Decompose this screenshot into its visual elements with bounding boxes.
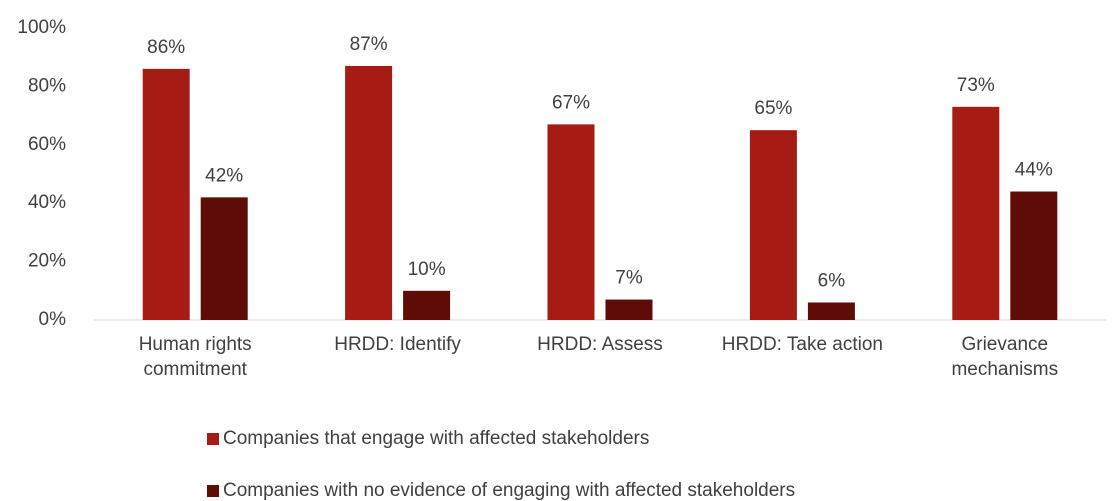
bar xyxy=(547,124,595,320)
legend-entry: Companies that engage with affected stak… xyxy=(207,428,649,450)
x-tick-label: Human rights commitment xyxy=(138,334,252,380)
legend-label: Companies that engage with affected stak… xyxy=(223,428,650,449)
x-tick-label: HRDD: Assess xyxy=(537,334,663,355)
legend-swatch xyxy=(207,433,219,445)
y-tick-label: 60% xyxy=(28,134,66,155)
data-label: 86% xyxy=(147,37,185,58)
data-label: 67% xyxy=(552,92,590,113)
data-label: 65% xyxy=(754,98,792,119)
data-label: 6% xyxy=(818,270,846,291)
data-label: 87% xyxy=(350,34,388,55)
x-tick-label: Grievance mechanisms xyxy=(951,334,1059,380)
bar xyxy=(605,299,653,320)
legend-entry: Companies with no evidence of engaging w… xyxy=(207,480,795,501)
y-tick-label: 100% xyxy=(17,17,66,38)
y-tick-label: 80% xyxy=(28,75,66,96)
bar xyxy=(142,68,190,320)
data-label: 10% xyxy=(408,259,446,280)
bar xyxy=(200,197,248,320)
data-label: 73% xyxy=(957,75,995,96)
x-tick-label: HRDD: Take action xyxy=(721,334,883,355)
y-tick-label: 40% xyxy=(28,192,66,213)
legend-swatch xyxy=(207,485,219,497)
x-tick-label: HRDD: Identify xyxy=(334,334,461,355)
data-label: 44% xyxy=(1015,160,1053,181)
bar xyxy=(749,130,797,320)
data-label: 42% xyxy=(205,165,243,186)
bar xyxy=(403,290,451,320)
bar xyxy=(807,302,855,320)
legend-label: Companies with no evidence of engaging w… xyxy=(223,480,796,501)
bar xyxy=(345,65,393,321)
y-tick-label: 0% xyxy=(39,309,67,330)
data-label: 7% xyxy=(615,268,643,289)
bar xyxy=(952,106,1000,320)
bar xyxy=(1010,191,1058,320)
y-tick-label: 20% xyxy=(28,251,66,272)
